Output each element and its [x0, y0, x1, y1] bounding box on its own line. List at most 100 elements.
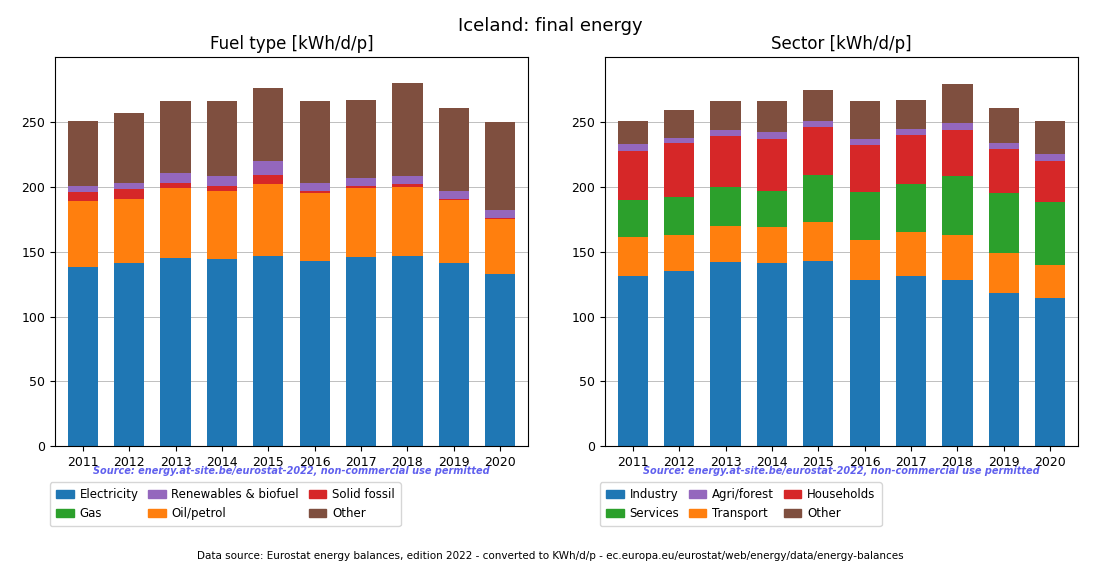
- Text: Data source: Eurostat energy balances, edition 2022 - converted to KWh/d/p - ec.: Data source: Eurostat energy balances, e…: [197, 551, 903, 561]
- Bar: [618, 237, 648, 276]
- Bar: [439, 198, 469, 200]
- Bar: [114, 198, 144, 263]
- Bar: [943, 85, 972, 124]
- Bar: [1035, 154, 1065, 161]
- Bar: [757, 139, 786, 190]
- Bar: [299, 190, 330, 193]
- Bar: [757, 227, 786, 263]
- Bar: [989, 253, 1019, 293]
- Bar: [68, 192, 98, 201]
- Bar: [1035, 161, 1065, 202]
- Bar: [68, 185, 98, 192]
- Bar: [207, 185, 236, 190]
- Bar: [803, 222, 834, 261]
- Bar: [803, 175, 834, 222]
- Bar: [393, 187, 422, 256]
- Bar: [393, 83, 422, 177]
- Bar: [299, 193, 330, 261]
- Bar: [943, 280, 972, 446]
- Bar: [989, 149, 1019, 193]
- Legend: Industry, Services, Agri/forest, Transport, Households, Other: Industry, Services, Agri/forest, Transpo…: [600, 482, 881, 526]
- Bar: [849, 139, 880, 145]
- Bar: [114, 183, 144, 189]
- Bar: [849, 101, 880, 139]
- Bar: [803, 261, 834, 446]
- Bar: [711, 136, 740, 187]
- Bar: [757, 263, 786, 446]
- Bar: [207, 101, 236, 177]
- Bar: [989, 143, 1019, 149]
- Bar: [757, 101, 786, 132]
- Bar: [485, 218, 515, 219]
- Bar: [849, 192, 880, 240]
- Text: Source: energy.at-site.be/eurostat-2022, non-commercial use permitted: Source: energy.at-site.be/eurostat-2022,…: [644, 466, 1040, 476]
- Bar: [68, 267, 98, 446]
- Bar: [68, 201, 98, 267]
- Bar: [346, 257, 376, 446]
- Bar: [114, 263, 144, 446]
- Bar: [207, 260, 236, 446]
- Bar: [664, 110, 694, 138]
- Bar: [439, 263, 469, 446]
- Bar: [439, 190, 469, 198]
- Bar: [1035, 299, 1065, 446]
- Bar: [161, 258, 190, 446]
- Bar: [68, 121, 98, 185]
- Bar: [711, 187, 740, 226]
- Bar: [664, 138, 694, 143]
- Bar: [485, 122, 515, 210]
- Bar: [711, 101, 740, 130]
- Bar: [618, 121, 648, 144]
- Bar: [711, 226, 740, 262]
- Bar: [849, 280, 880, 446]
- Bar: [943, 130, 972, 177]
- Bar: [439, 200, 469, 263]
- Bar: [943, 124, 972, 130]
- Bar: [207, 177, 236, 185]
- Bar: [299, 101, 330, 183]
- Bar: [485, 210, 515, 218]
- Bar: [896, 100, 926, 129]
- Bar: [618, 144, 648, 150]
- Bar: [664, 197, 694, 235]
- Bar: [618, 276, 648, 446]
- Bar: [803, 121, 834, 127]
- Bar: [1035, 265, 1065, 299]
- Bar: [161, 101, 190, 173]
- Bar: [896, 232, 926, 276]
- Bar: [253, 175, 284, 184]
- Bar: [393, 184, 422, 187]
- Bar: [896, 129, 926, 135]
- Bar: [757, 132, 786, 139]
- Bar: [989, 108, 1019, 143]
- Bar: [253, 256, 284, 446]
- Legend: Electricity, Gas, Renewables & biofuel, Oil/petrol, Solid fossil, Other: Electricity, Gas, Renewables & biofuel, …: [50, 482, 400, 526]
- Bar: [485, 274, 515, 446]
- Bar: [393, 256, 422, 446]
- Bar: [346, 185, 376, 188]
- Bar: [393, 177, 422, 184]
- Bar: [253, 88, 284, 161]
- Bar: [711, 130, 740, 136]
- Bar: [485, 219, 515, 274]
- Text: Source: energy.at-site.be/eurostat-2022, non-commercial use permitted: Source: energy.at-site.be/eurostat-2022,…: [94, 466, 490, 476]
- Bar: [346, 178, 376, 185]
- Bar: [989, 293, 1019, 446]
- Bar: [943, 235, 972, 280]
- Bar: [346, 100, 376, 178]
- Bar: [161, 183, 190, 188]
- Bar: [346, 188, 376, 257]
- Bar: [943, 177, 972, 235]
- Bar: [803, 127, 834, 175]
- Bar: [1035, 121, 1065, 154]
- Bar: [161, 188, 190, 258]
- Bar: [207, 190, 236, 260]
- Bar: [1035, 202, 1065, 265]
- Bar: [757, 190, 786, 227]
- Bar: [896, 135, 926, 184]
- Title: Fuel type [kWh/d/p]: Fuel type [kWh/d/p]: [210, 35, 373, 53]
- Bar: [664, 271, 694, 446]
- Bar: [664, 235, 694, 271]
- Bar: [253, 161, 284, 175]
- Bar: [114, 113, 144, 183]
